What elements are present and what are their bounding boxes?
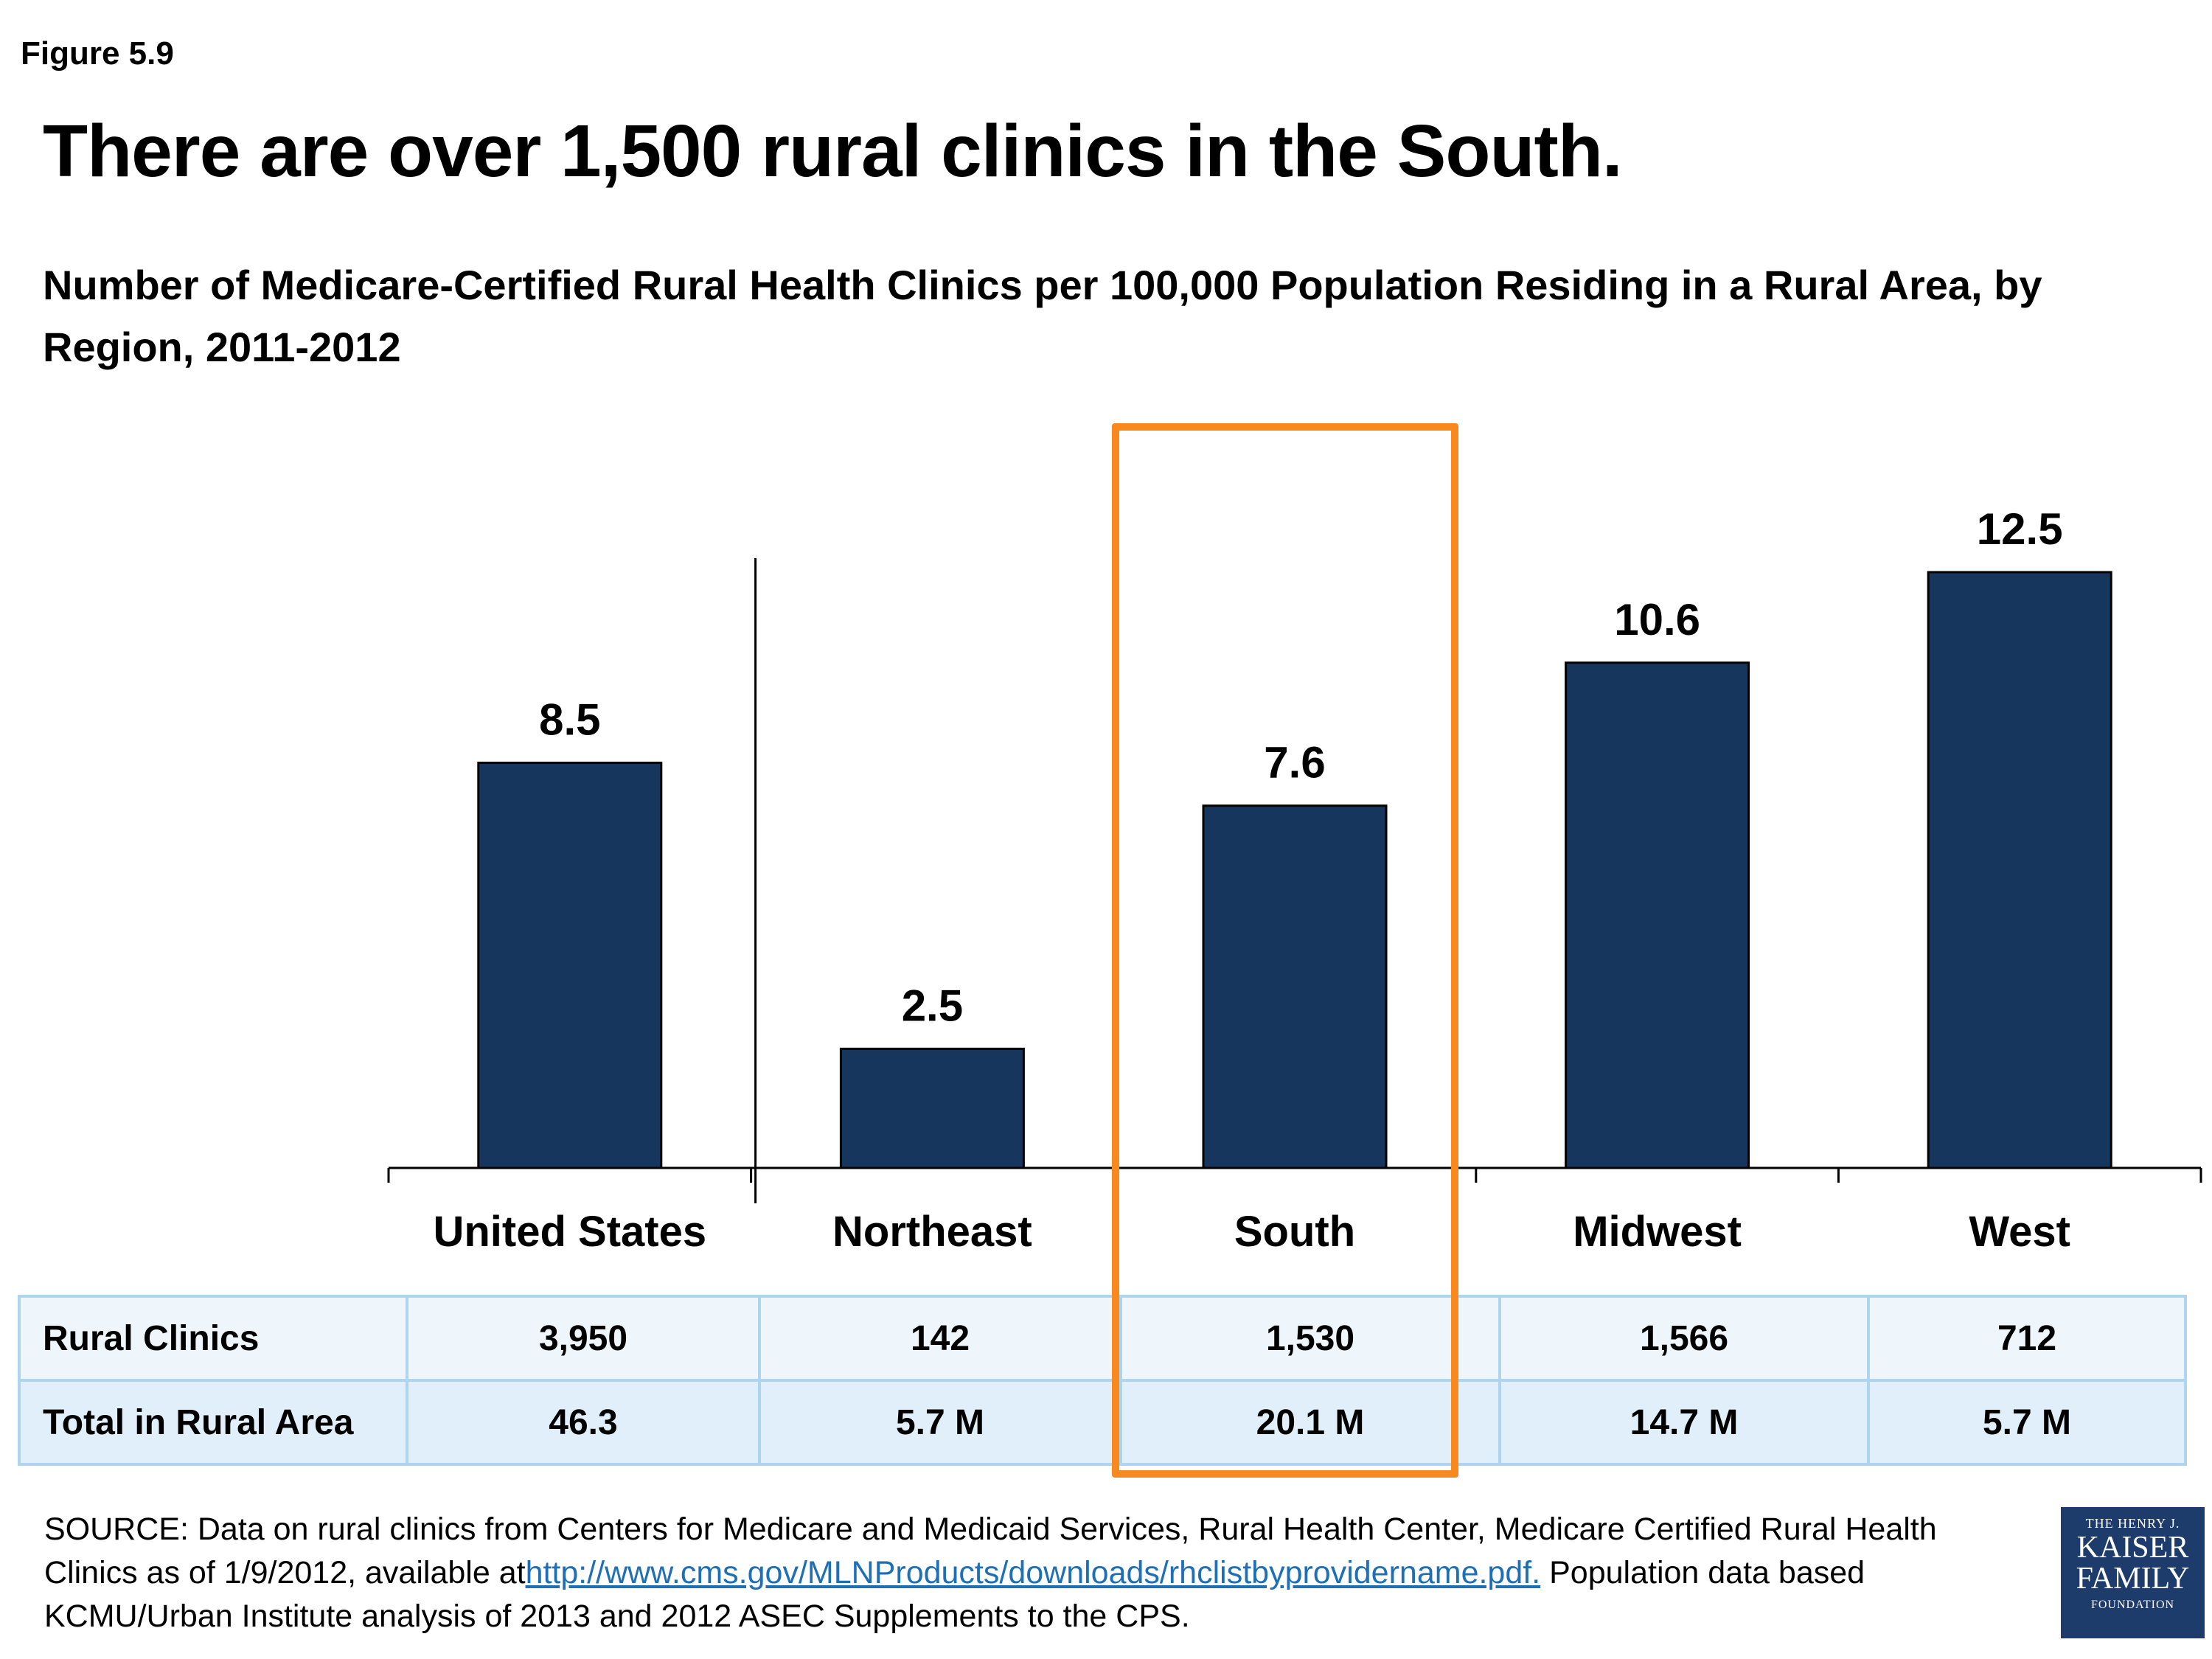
table-cell: 142 (758, 1295, 1122, 1382)
table-cell: 5.7 M (1867, 1379, 2187, 1466)
bar-chart: 8.5 United States 2.5 Northeast 7.6 South 10.6… (387, 504, 2202, 1253)
bar-south (1202, 804, 1388, 1169)
table-cell: 46.3 (406, 1379, 761, 1466)
data-label: 2.5 (902, 981, 963, 1030)
page-title: There are over 1,500 rural clinics in th… (43, 110, 1623, 192)
south-highlight-box (1112, 423, 1458, 1478)
x-tick-label: South (1234, 1208, 1355, 1253)
bar-midwest (1565, 661, 1750, 1169)
row-header: Rural Clinics (18, 1295, 408, 1382)
figure-label: Figure 5.9 (21, 35, 174, 72)
logo-line: KAISER (2076, 1531, 2189, 1565)
source-note: SOURCE: Data on rural clinics from Cente… (44, 1508, 2035, 1638)
table-cell: 1,566 (1498, 1295, 1870, 1382)
table-cell: 3,950 (406, 1295, 761, 1382)
logo-line: THE HENRY J. (2085, 1516, 2180, 1531)
table-row-total-rural-area: Total in Rural Area 46.3 5.7 M 20.1 M 14… (18, 1379, 2187, 1466)
bar-west (1927, 571, 2112, 1169)
data-table: Rural Clinics 3,950 142 1,530 1,566 712 … (18, 1295, 2187, 1466)
data-label: 7.6 (1264, 738, 1325, 787)
x-tick-label: Midwest (1573, 1208, 1742, 1253)
table-cell: 20.1 M (1119, 1379, 1501, 1466)
source-text: SOURCE: Data on rural clinics from Cente… (44, 1512, 1937, 1590)
table-row-rural-clinics: Rural Clinics 3,950 142 1,530 1,566 712 (18, 1295, 2187, 1382)
source-link[interactable]: http://www.cms.gov/MLNProducts/downloads… (525, 1555, 1541, 1590)
logo-line: FOUNDATION (2090, 1599, 2175, 1611)
source-text-suffix: Population data based KCMU/Urban Institu… (44, 1555, 1865, 1634)
table-cell: 1,530 (1119, 1295, 1501, 1382)
logo-line: FAMILY (2076, 1562, 2190, 1596)
table-cell: 14.7 M (1498, 1379, 1870, 1466)
row-header: Total in Rural Area (18, 1379, 408, 1466)
x-tick-label: United States (433, 1208, 706, 1253)
chart-title: Number of Medicare-Certified Rural Healt… (43, 262, 2042, 370)
bar-united-states (477, 762, 663, 1169)
bar-northeast (839, 1047, 1025, 1169)
x-tick-label: Northeast (832, 1208, 1032, 1253)
kff-logo: THE HENRY J. KAISER FAMILY FOUNDATION (2061, 1507, 2205, 1638)
table-cell: 5.7 M (758, 1379, 1122, 1466)
x-tick-label: West (1969, 1208, 2070, 1253)
data-label: 8.5 (539, 695, 600, 745)
data-label: 10.6 (1614, 595, 1700, 644)
data-label: 12.5 (1977, 504, 2063, 554)
table-cell: 712 (1867, 1295, 2187, 1382)
